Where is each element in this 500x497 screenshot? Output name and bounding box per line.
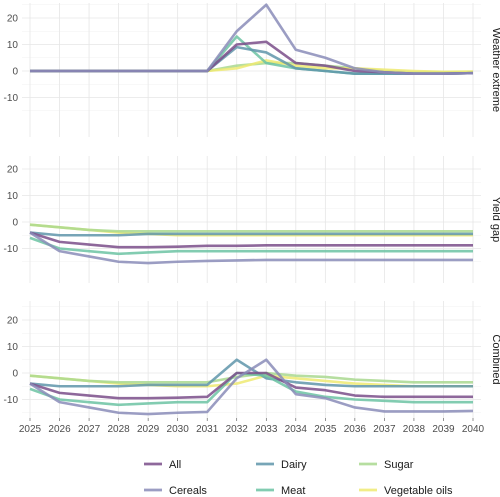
series-line-meat: [29, 371, 473, 407]
legend-label: Meat: [281, 485, 305, 497]
legend-label: Dairy: [281, 459, 307, 471]
panel-combined: 20 10 0 -10 Combined: [4, 301, 500, 418]
y-tick-label: 20: [7, 316, 19, 327]
x-axis: 2025 2026 2027 2028 2029 2030 2031 2032 2033 2034…: [19, 418, 485, 435]
y-tick-label: -10: [4, 395, 19, 406]
legend-label: Cereals: [169, 485, 207, 497]
legend-item-cereals: Cereals: [144, 485, 207, 497]
y-tick-label: 10: [7, 191, 19, 202]
series-line-all: [29, 231, 473, 249]
legend-item-vegetable-oils: Vegetable oils: [359, 485, 453, 497]
x-tick-label: 2039: [432, 424, 455, 435]
y-tick-label: 10: [7, 342, 19, 353]
series-line-cereals: [29, 231, 473, 265]
y-tick-label: -10: [4, 244, 19, 255]
legend-label: Sugar: [384, 459, 414, 471]
legend-label: Vegetable oils: [384, 485, 453, 497]
x-tick-label: 2035: [314, 424, 337, 435]
legend-item-dairy: Dairy: [256, 459, 307, 471]
y-tick-label: 10: [7, 40, 19, 51]
x-tick-label: 2028: [107, 424, 130, 435]
facet-strip-label: Yield gap: [490, 197, 500, 242]
x-tick-label: 2030: [167, 424, 190, 435]
series-line-meat: [29, 236, 473, 256]
legend-item-meat: Meat: [256, 485, 305, 497]
y-tick-label: 0: [12, 218, 18, 229]
series-line-all: [29, 371, 473, 400]
legend-label: All: [169, 459, 181, 471]
x-tick-label: 2033: [255, 424, 278, 435]
x-tick-label: 2031: [196, 424, 219, 435]
panel-background: [22, 156, 481, 283]
y-tick-label: 20: [7, 165, 19, 176]
x-tick-label: 2026: [48, 424, 71, 435]
x-tick-label: 2038: [403, 424, 426, 435]
facet-strip-label: Combined: [490, 334, 500, 384]
x-tick-label: 2040: [462, 424, 485, 435]
facet-strip-label: Weather extreme: [490, 28, 500, 112]
y-tick-label: -10: [4, 93, 19, 104]
x-tick-label: 2036: [344, 424, 367, 435]
series-line-dairy: [29, 231, 473, 237]
panel-weather-extreme: 20 10 0 -10 Weather extreme: [4, 3, 500, 137]
series-line-cereals: [29, 358, 474, 416]
y-tick-label: 20: [7, 14, 19, 25]
legend: All Dairy Sugar Cereals Meat Vegetable oils: [144, 459, 453, 497]
x-tick-label: 2037: [373, 424, 396, 435]
x-tick-label: 2029: [137, 424, 160, 435]
panel-yield-gap: 20 10 0 -10 Yield gap: [4, 156, 500, 283]
legend-item-sugar: Sugar: [359, 459, 414, 471]
x-tick-label: 2027: [78, 424, 101, 435]
x-tick-label: 2025: [19, 424, 42, 435]
y-tick-label: 0: [12, 369, 18, 380]
x-tick-label: 2032: [226, 424, 249, 435]
y-tick-label: 0: [12, 67, 18, 78]
x-tick-label: 2034: [285, 424, 308, 435]
series-line-sugar: [29, 223, 473, 233]
series-line-cereals: [30, 3, 474, 75]
legend-item-all: All: [144, 459, 181, 471]
